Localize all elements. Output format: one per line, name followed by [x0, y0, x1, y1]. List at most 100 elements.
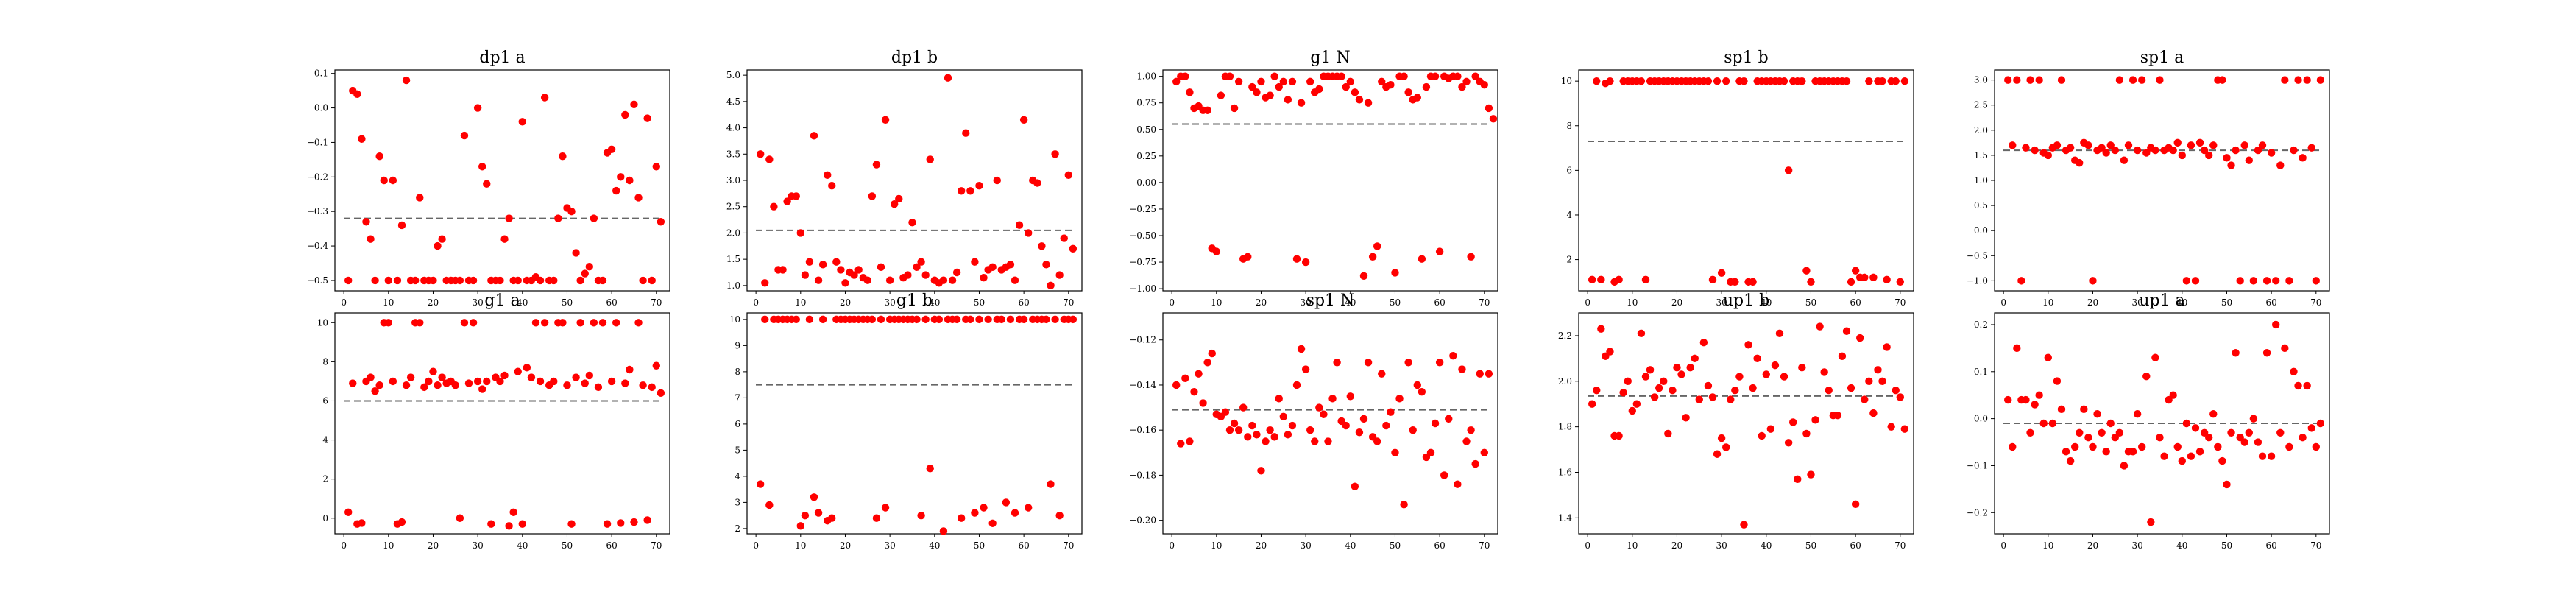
- data-point: [1771, 361, 1780, 370]
- data-point: [975, 315, 983, 324]
- data-point: [2093, 410, 2101, 418]
- data-point: [1190, 387, 1198, 396]
- data-point: [1485, 104, 1493, 113]
- y-tick-label: −0.50: [1129, 230, 1156, 241]
- data-point: [1753, 354, 1761, 363]
- data-point: [523, 364, 531, 372]
- data-point: [2044, 353, 2052, 361]
- data-point: [1628, 406, 1636, 415]
- data-point: [2285, 442, 2293, 451]
- data-point: [2098, 144, 2106, 152]
- plot-frame: [1162, 312, 1498, 535]
- data-point: [779, 266, 787, 274]
- data-point: [1019, 315, 1028, 324]
- data-point: [1221, 408, 1230, 416]
- data-point: [2232, 146, 2240, 155]
- panel-sp1-a: sp1 a 0 10 20 30 40 50 60 70 −1.0 −0.5 0.0 0.5 1.0 1.5…: [1967, 49, 2330, 308]
- data-point: [1851, 500, 1860, 508]
- data-point: [1069, 315, 1078, 324]
- y-tick-label: −0.4: [307, 241, 329, 251]
- x-tick-label: 10: [795, 540, 806, 551]
- data-point: [2245, 156, 2253, 164]
- data-point: [2195, 448, 2204, 456]
- y-tick-label: 1.5: [1974, 150, 1988, 161]
- y-tick-label: 0.75: [1136, 98, 1156, 108]
- data-point: [1896, 278, 1904, 286]
- data-point: [801, 511, 810, 520]
- data-point: [2209, 410, 2218, 418]
- data-point: [559, 152, 567, 161]
- y-tick-label: 0.1: [314, 68, 328, 79]
- data-point: [1306, 77, 1314, 86]
- data-point: [2151, 146, 2159, 155]
- data-point: [469, 276, 478, 285]
- data-point: [1874, 366, 1882, 374]
- data-point: [630, 100, 638, 109]
- data-point: [1404, 88, 1412, 96]
- data-point: [2254, 146, 2262, 155]
- panel-dp1-a: dp1 a 0 10 20 30 40 50 60 70 0.1 0.0 −0.1 −0.2 −0.3 −0…: [307, 49, 670, 308]
- data-point: [1368, 253, 1377, 261]
- data-point: [2290, 367, 2298, 375]
- data-point: [509, 508, 517, 516]
- data-point: [1467, 253, 1475, 261]
- data-point: [1811, 416, 1819, 424]
- x-tick-label: 0: [1585, 540, 1590, 551]
- data-point: [1485, 370, 1493, 378]
- data-point: [483, 377, 491, 386]
- data-point: [1387, 80, 1395, 89]
- y-tick-label: 3.0: [1974, 75, 1988, 85]
- data-point: [536, 276, 545, 285]
- data-point: [1458, 82, 1466, 91]
- data-point: [2057, 76, 2066, 84]
- data-point: [1404, 359, 1412, 367]
- data-point: [527, 373, 536, 381]
- data-point: [1842, 327, 1851, 335]
- data-point: [1435, 247, 1444, 255]
- plot-frame: [1578, 312, 1914, 535]
- data-point: [2026, 76, 2034, 84]
- y-tick-label: 1.8: [1558, 422, 1572, 432]
- y-tick-label: −0.20: [1129, 515, 1156, 526]
- data-point: [576, 276, 584, 285]
- data-point: [1780, 373, 1788, 381]
- x-tick-label: 0: [2000, 540, 2006, 551]
- data-point: [438, 235, 446, 243]
- data-point: [1364, 99, 1373, 107]
- data-point: [1749, 384, 1757, 392]
- data-point: [429, 276, 437, 285]
- data-point: [2303, 76, 2311, 84]
- y-tick-label: 3.0: [726, 175, 740, 186]
- data-point: [2307, 144, 2315, 152]
- data-point: [1722, 443, 1730, 451]
- data-point: [2249, 277, 2258, 285]
- data-point: [389, 176, 397, 185]
- x-tick-label: 0: [341, 540, 347, 551]
- x-tick-label: 20: [1671, 297, 1682, 308]
- x-tick-label: 10: [2042, 297, 2053, 308]
- data-point: [1203, 106, 1211, 115]
- x-tick-label: 70: [651, 540, 662, 551]
- data-point: [1597, 275, 1605, 284]
- panel-sp1-b: sp1 b 0 10 20 30 40 50 60 70 2 4 6 8 10: [1561, 49, 1914, 308]
- data-point: [1735, 373, 1744, 381]
- data-point: [1883, 343, 1891, 351]
- plot-frame: [1578, 69, 1914, 292]
- data-point: [1351, 482, 1359, 490]
- x-tick-label: 10: [795, 297, 806, 308]
- data-point: [2290, 146, 2298, 155]
- data-point: [1802, 429, 1811, 438]
- data-point: [434, 381, 442, 389]
- x-tick-label: 60: [1434, 540, 1445, 551]
- data-point: [921, 315, 930, 324]
- data-point: [375, 381, 383, 389]
- x-tick-label: 70: [1894, 540, 1906, 551]
- y-tick-label: −0.2: [307, 172, 328, 182]
- x-tick-label: 70: [1479, 540, 1490, 551]
- data-point: [971, 509, 979, 517]
- data-point: [810, 493, 818, 501]
- data-point: [2205, 433, 2213, 442]
- data-point: [2129, 76, 2137, 84]
- data-point: [2013, 76, 2021, 84]
- x-tick-label: 10: [2042, 540, 2053, 551]
